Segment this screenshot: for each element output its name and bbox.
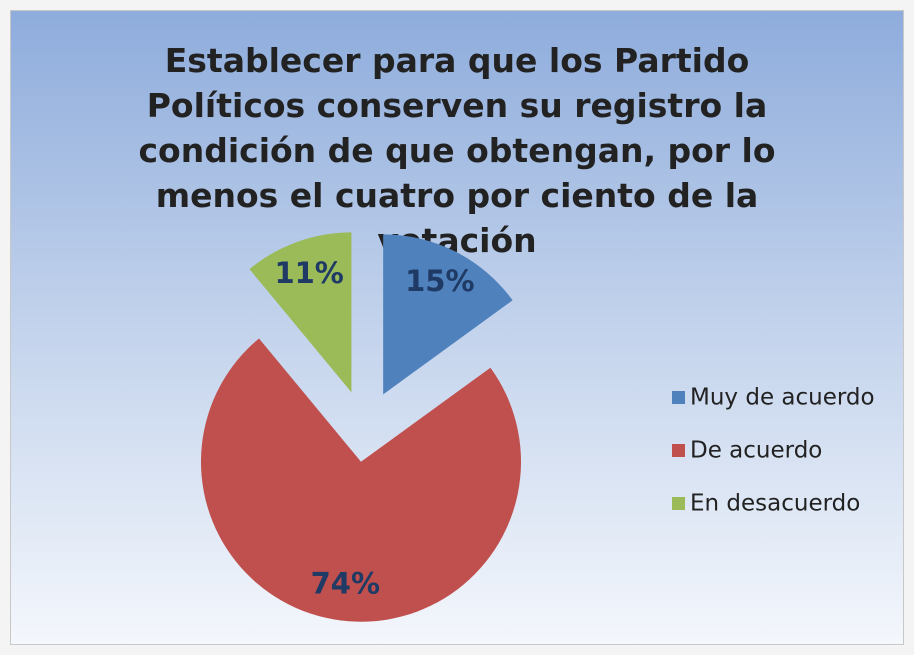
legend-swatch bbox=[672, 391, 685, 404]
pie-slice bbox=[383, 234, 513, 395]
pie-slice bbox=[249, 232, 352, 393]
legend-swatch bbox=[672, 444, 685, 457]
legend-swatch bbox=[672, 497, 685, 510]
legend-label: Muy de acuerdo bbox=[690, 385, 875, 411]
data-label: 74% bbox=[311, 567, 380, 601]
chart-title: Establecer para que los Partido Político… bbox=[138, 41, 776, 260]
data-label: 15% bbox=[405, 264, 474, 298]
legend-label: En desacuerdo bbox=[690, 491, 860, 517]
data-label: 11% bbox=[274, 256, 343, 290]
pie-slice bbox=[200, 338, 521, 622]
legend-label: De acuerdo bbox=[690, 438, 822, 464]
